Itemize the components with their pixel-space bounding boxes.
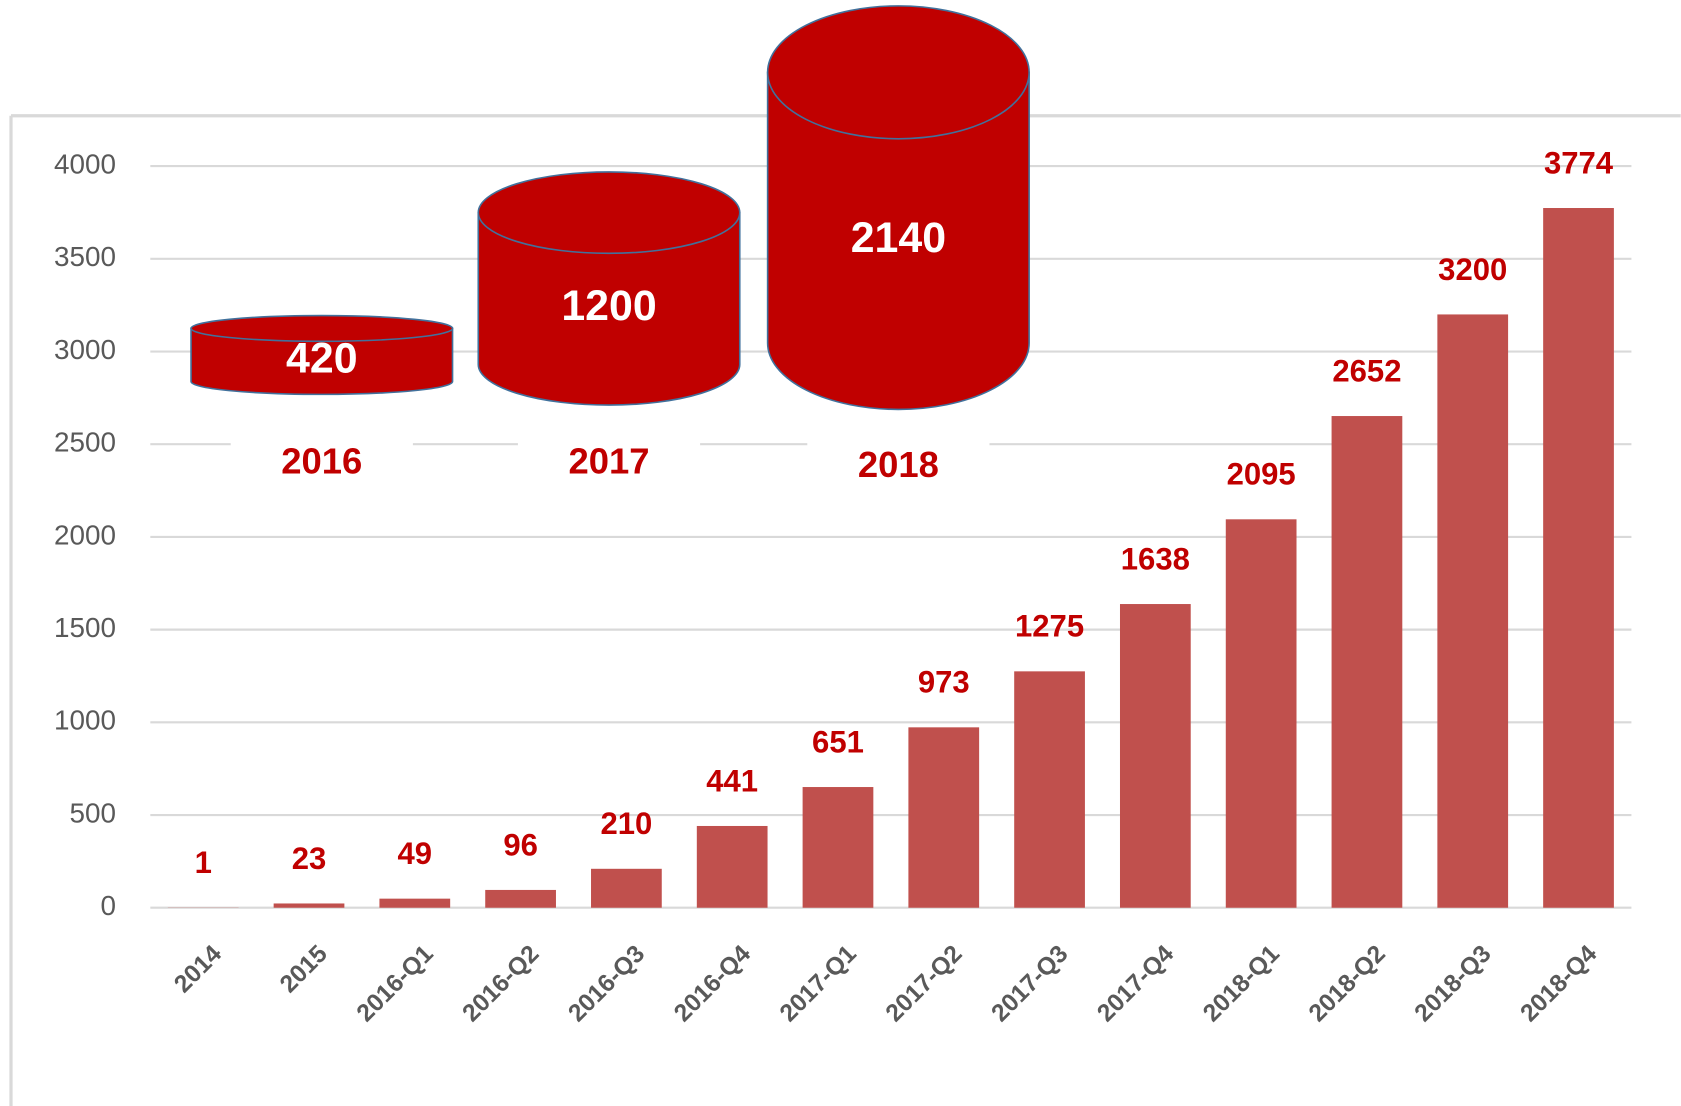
y-tick-label: 3000 <box>54 334 116 365</box>
x-tick-label: 2016-Q2 <box>458 940 545 1027</box>
cylinder-body <box>190 327 454 396</box>
value-label: 441 <box>706 763 758 798</box>
bar <box>908 727 980 908</box>
x-tick-label: 2017-Q4 <box>1092 940 1179 1027</box>
x-tick-label: 2018-Q1 <box>1198 940 1285 1027</box>
value-label: 651 <box>812 724 864 759</box>
bar <box>696 825 768 908</box>
x-tick-label: 2018-Q3 <box>1410 940 1497 1027</box>
bar <box>591 868 662 908</box>
y-tick-label: 2000 <box>54 519 116 550</box>
x-tick-label: 2016-Q4 <box>669 940 756 1027</box>
y-tick-label: 500 <box>70 797 116 828</box>
value-label: 973 <box>918 665 970 700</box>
bar <box>1543 208 1614 908</box>
x-tick-label: 2018-Q2 <box>1304 940 1391 1027</box>
y-tick-label: 2500 <box>54 427 116 458</box>
y-tick-label: 1500 <box>54 612 116 643</box>
cylinder-top <box>477 171 741 255</box>
x-tick-label: 2014 <box>169 940 227 998</box>
bar <box>1014 671 1085 908</box>
value-label: 3774 <box>1544 145 1614 180</box>
cylinder <box>190 314 454 396</box>
x-tick-label: 2016-Q1 <box>352 940 439 1027</box>
cylinder <box>477 171 741 406</box>
value-label: 1275 <box>1015 609 1084 644</box>
cylinder <box>766 5 1030 411</box>
cylinder-label: 2018 <box>858 444 939 485</box>
cylinder-label-bg <box>517 438 701 490</box>
value-label: 3200 <box>1438 252 1507 287</box>
x-tick-label: 2018-Q4 <box>1516 940 1603 1027</box>
y-tick-label: 0 <box>101 890 117 921</box>
x-tick-label: 2017-Q1 <box>775 940 862 1027</box>
cylinder-value: 420 <box>286 335 358 383</box>
y-tick-label: 4000 <box>54 148 116 179</box>
cylinder-value: 2140 <box>851 214 946 262</box>
bar <box>273 903 345 908</box>
value-label: 23 <box>292 841 327 876</box>
bar <box>802 787 874 908</box>
cylinder-label: 2017 <box>568 441 649 482</box>
bar <box>1437 314 1509 908</box>
cylinder-top <box>190 314 454 343</box>
bar <box>1225 519 1297 908</box>
value-label: 2652 <box>1332 353 1401 388</box>
cylinder-top <box>766 5 1030 140</box>
bar <box>485 889 556 908</box>
cylinder-value: 1200 <box>561 282 656 330</box>
value-label: 210 <box>600 806 652 841</box>
x-tick-label: 2017-Q2 <box>881 940 968 1027</box>
x-tick-label: 2017-Q3 <box>987 940 1074 1027</box>
x-tick-label: 2016-Q3 <box>563 940 650 1027</box>
cylinder-label-bg <box>230 438 413 490</box>
bar <box>379 898 451 908</box>
cylinder-body <box>477 211 741 406</box>
cylinder-body <box>766 71 1030 411</box>
cylinder-label: 2016 <box>281 441 362 482</box>
value-label: 96 <box>503 827 538 862</box>
x-tick-label: 2015 <box>275 940 333 998</box>
y-tick-label: 3500 <box>54 241 116 272</box>
bar <box>1331 416 1403 908</box>
value-label: 1 <box>195 845 212 880</box>
value-label: 1638 <box>1121 541 1190 576</box>
bar <box>1119 604 1191 908</box>
cylinder-label-bg <box>807 441 990 493</box>
value-label: 2095 <box>1227 457 1296 492</box>
value-label: 49 <box>398 836 433 871</box>
y-tick-label: 1000 <box>54 705 116 736</box>
